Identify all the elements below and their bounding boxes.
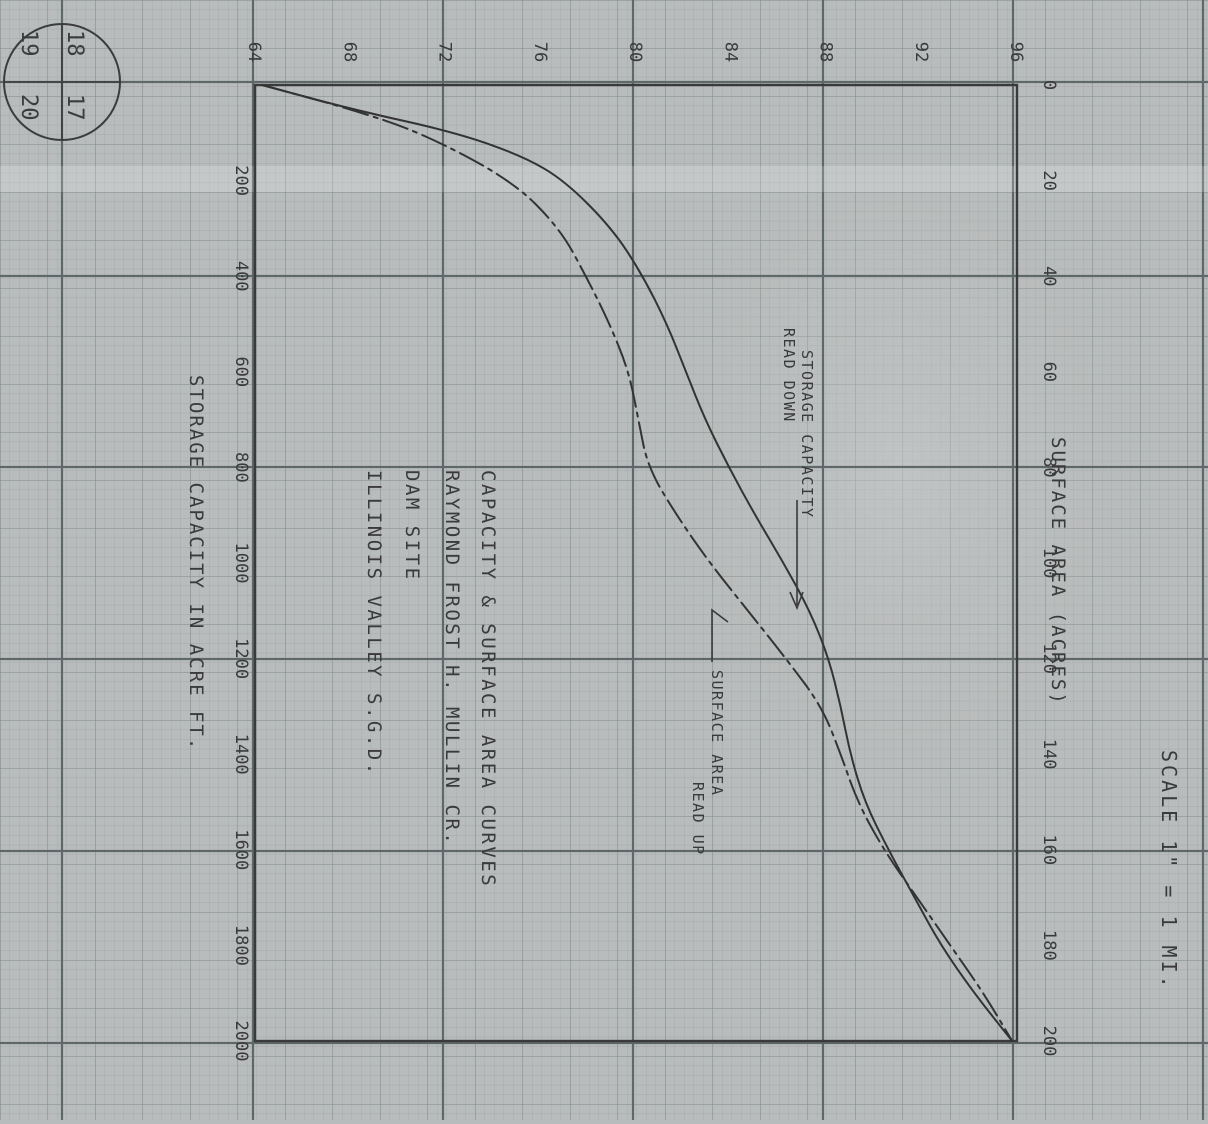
elevation-tick-84: 84 <box>720 42 740 62</box>
storage-tick-1600: 1600 <box>231 829 251 870</box>
title-line-1: CAPACITY & SURFACE AREA CURVES <box>477 470 499 888</box>
surface-tick-80: 80 <box>1039 457 1059 477</box>
surface-tick-20: 20 <box>1039 170 1059 190</box>
surface-axis-title: SURFACE AREA (ACRES) <box>1047 437 1069 706</box>
storage-curve-label-line1: STORAGE CAPACITY <box>798 350 816 519</box>
surface-tick-140: 140 <box>1039 739 1059 770</box>
curves <box>261 84 1014 1042</box>
surface-curve-label-line1: SURFACE AREA <box>708 670 726 796</box>
elevation-tick-96: 96 <box>1006 42 1026 62</box>
elevation-tick-80: 80 <box>625 42 645 62</box>
surface-tick-180: 180 <box>1039 930 1059 961</box>
surface-tick-200: 200 <box>1039 1026 1059 1057</box>
elevation-tick-72: 72 <box>435 42 455 62</box>
storage-tick-600: 600 <box>231 356 251 387</box>
title-line-3: DAM SITE <box>401 470 423 582</box>
elevation-tick-68: 68 <box>339 42 359 62</box>
sheet-number-stamp: 18 17 19 20 <box>3 23 121 141</box>
plot-frame <box>253 83 1019 1043</box>
storage-tick-1800: 1800 <box>231 925 251 966</box>
surface-area-curve <box>261 84 1014 1042</box>
surface-tick-0: 0 <box>1039 80 1059 90</box>
storage-capacity-curve <box>261 84 1014 1042</box>
storage-curve-label-line2: READ DOWN <box>780 328 798 423</box>
scale-note: SCALE 1" = 1 MI. <box>1157 750 1181 991</box>
surface-tick-160: 160 <box>1039 834 1059 865</box>
surface-tick-60: 60 <box>1039 362 1059 382</box>
storage-tick-400: 400 <box>231 261 251 292</box>
storage-axis-title: STORAGE CAPACITY IN ACRE FT. <box>185 375 207 751</box>
surface-tick-120: 120 <box>1039 643 1059 674</box>
sheet-number-17: 17 <box>62 94 87 121</box>
sheet-number-20: 20 <box>16 94 41 121</box>
surface-curve-label-line2: READ UP <box>689 782 707 856</box>
storage-tick-800: 800 <box>231 452 251 483</box>
storage-tick-1000: 1000 <box>231 543 251 584</box>
storage-tick-200: 200 <box>231 165 251 196</box>
title-block: CAPACITY & SURFACE AREA CURVES RAYMOND F… <box>363 470 499 888</box>
surface-tick-labels: 0 20 40 60 80 100 120 140 160 180 200 <box>1039 80 1059 1056</box>
elevation-tick-92: 92 <box>911 42 931 62</box>
sheet-number-18: 18 <box>62 30 87 57</box>
surface-tick-100: 100 <box>1039 548 1059 579</box>
storage-tick-2000: 2000 <box>231 1021 251 1062</box>
elevation-tick-88: 88 <box>816 42 836 62</box>
title-line-2: RAYMOND FROST H. MULLIN CR. <box>441 470 463 846</box>
elevation-tick-64: 64 <box>244 42 264 62</box>
storage-curve-label: STORAGE CAPACITY READ DOWN <box>780 328 816 611</box>
sheet-number-19: 19 <box>16 30 41 57</box>
storage-tick-labels: 200 400 600 800 1000 1200 1400 1600 1800 2000 <box>231 165 251 1061</box>
surface-curve-label: SURFACE AREA READ UP <box>689 608 729 856</box>
surface-tick-40: 40 <box>1039 266 1059 286</box>
elevation-tick-76: 76 <box>530 42 550 62</box>
elevation-tick-labels: 64 68 72 76 80 84 88 92 96 <box>244 42 1026 62</box>
storage-tick-1400: 1400 <box>231 734 251 775</box>
title-line-4: ILLINOIS VALLEY S.G.D. <box>363 470 385 777</box>
storage-tick-1200: 1200 <box>231 638 251 679</box>
